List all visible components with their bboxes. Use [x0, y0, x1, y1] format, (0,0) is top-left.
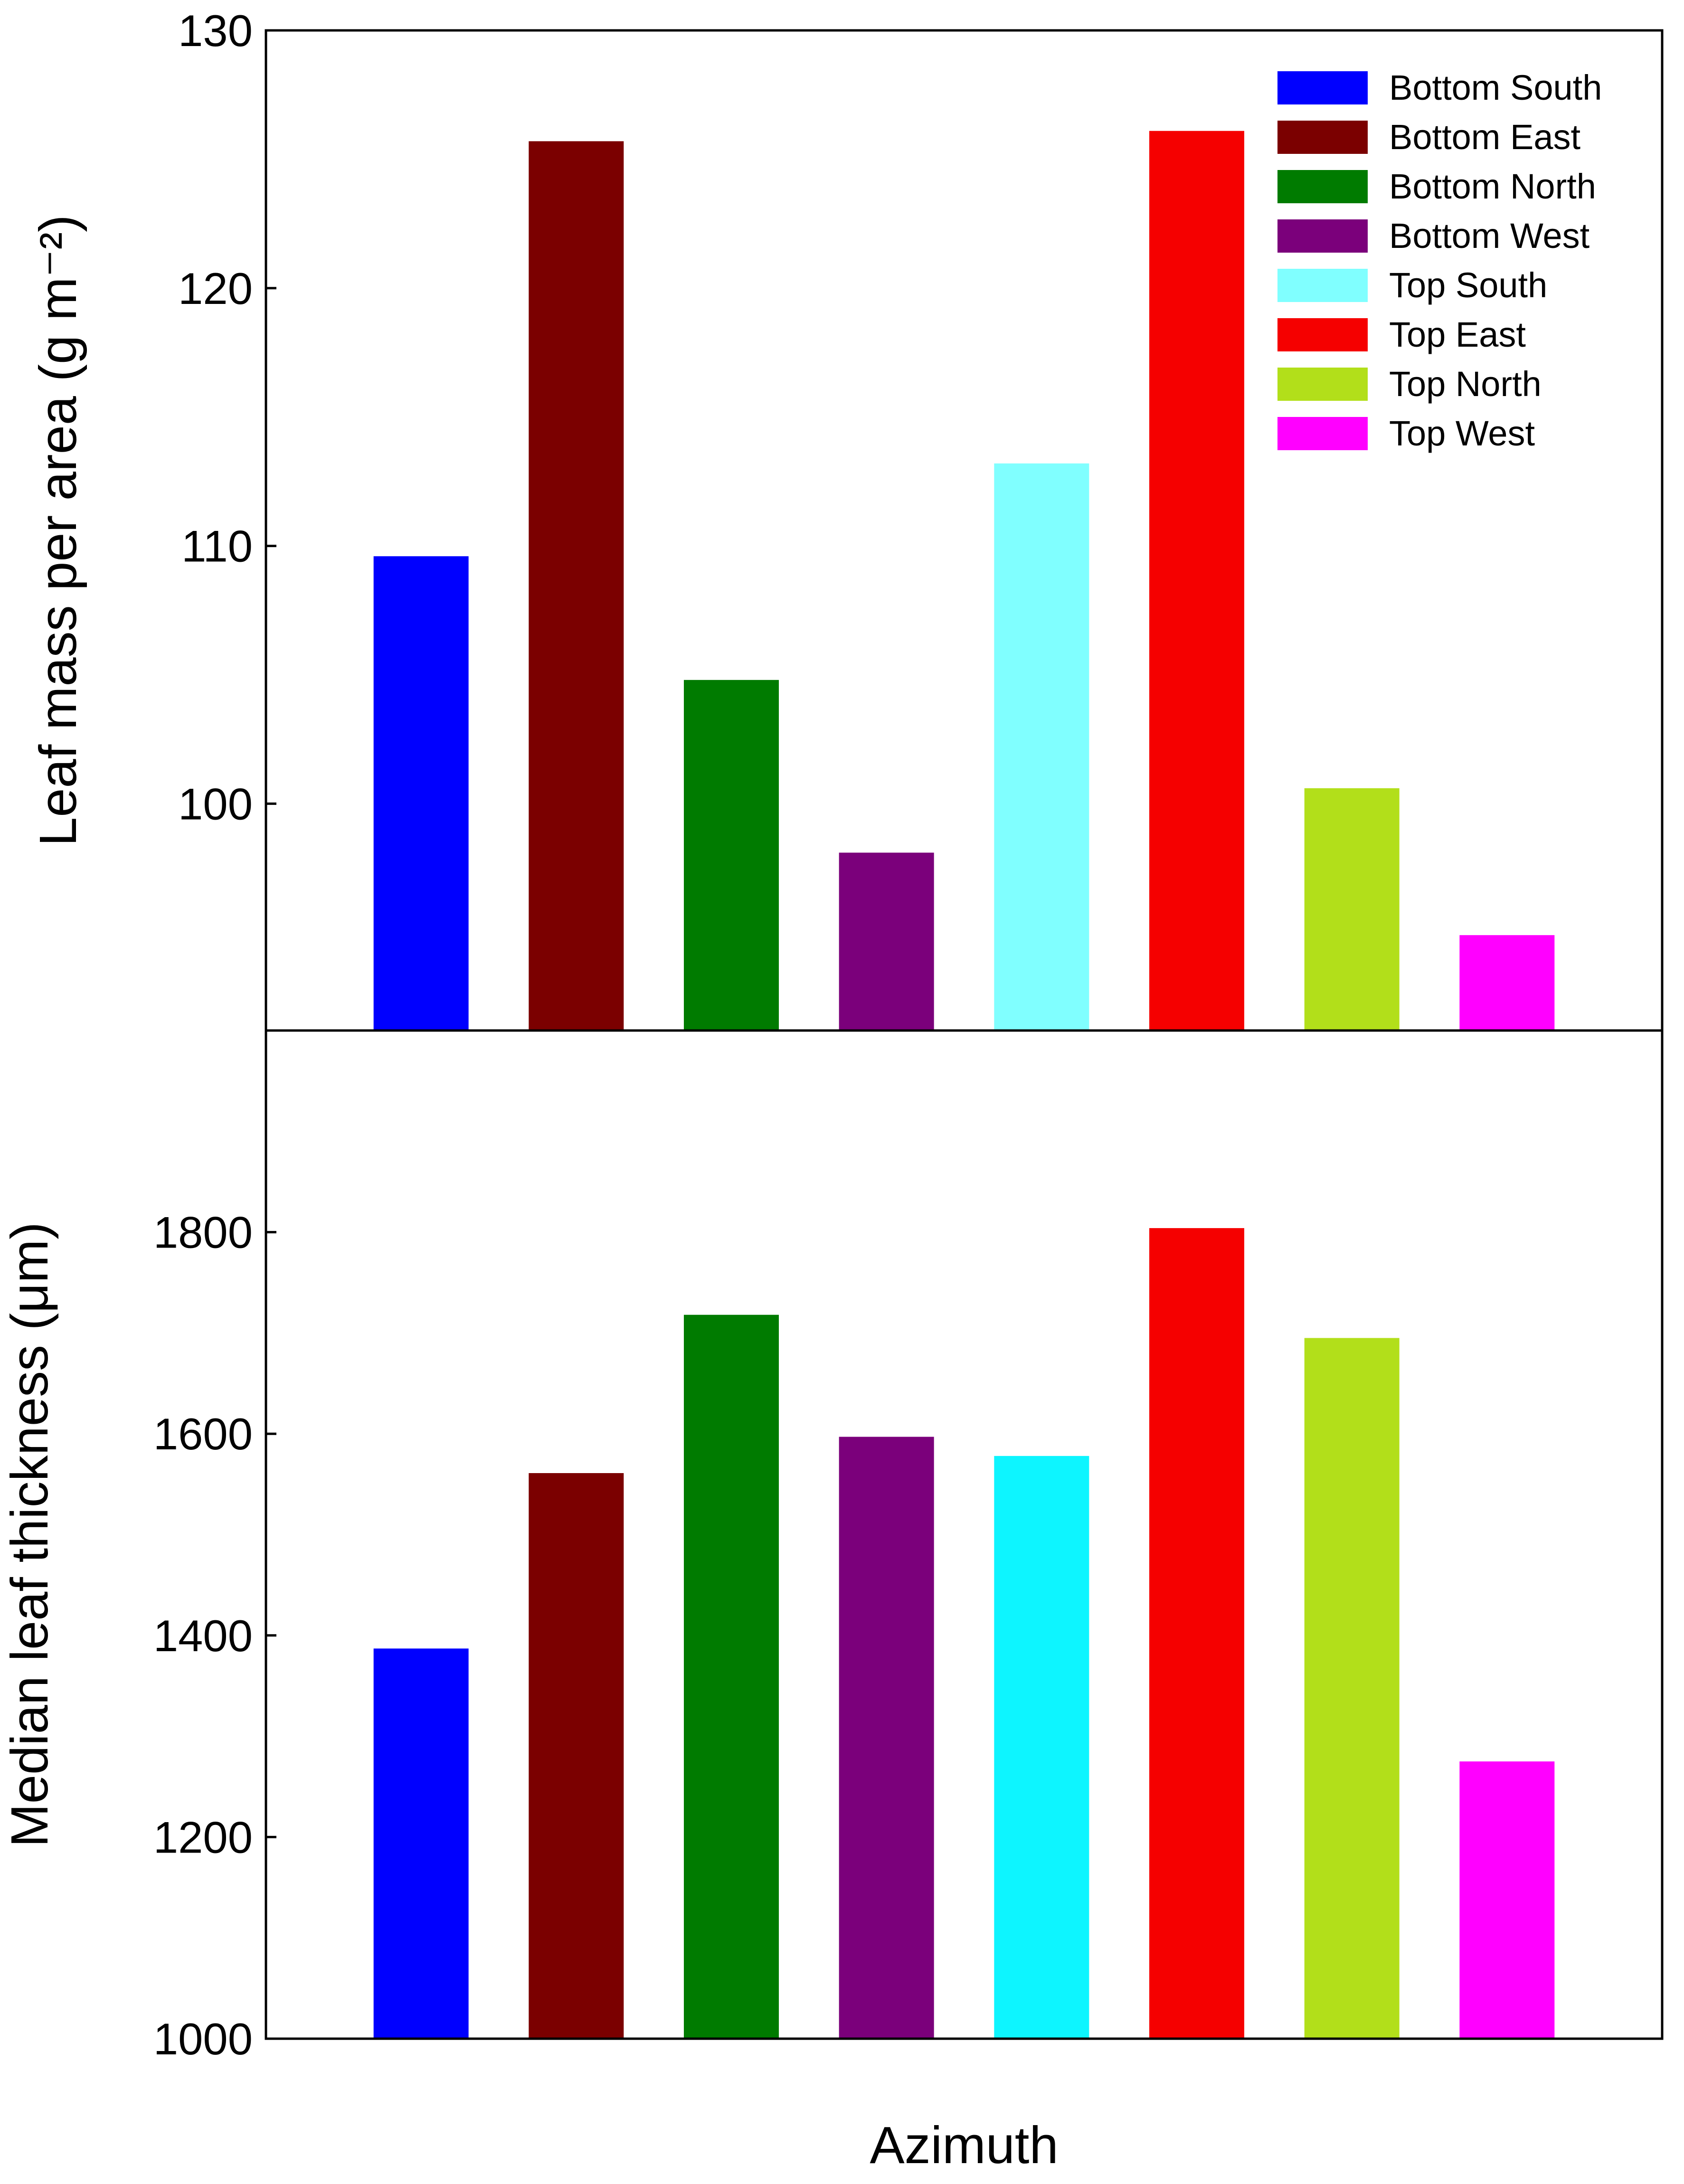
bar-bottom-south	[373, 556, 469, 1031]
bottom-panel-frame	[265, 1029, 1664, 2040]
legend-swatch	[1277, 417, 1368, 450]
y-tick-label: 1200	[153, 1812, 253, 1862]
legend-swatch	[1277, 368, 1368, 401]
bar-bottom-east	[529, 141, 624, 1031]
legend-item-top-west: Top West	[1277, 414, 1535, 453]
legend: Bottom South Bottom East Bottom North Botto…	[1277, 68, 1602, 453]
bar-top-north	[1304, 1338, 1400, 2039]
legend-item-bottom-west: Bottom West	[1277, 216, 1590, 255]
legend-swatch	[1277, 269, 1368, 302]
y-tick-label: 130	[178, 6, 253, 56]
thickness-bars	[373, 1228, 1555, 2039]
legend-label: Bottom North	[1389, 167, 1596, 206]
x-axis-label: Azimuth	[870, 2116, 1058, 2175]
legend-swatch	[1277, 121, 1368, 154]
legend-item-top-south: Top South	[1277, 265, 1547, 305]
bottom-panel-thickness: 1000 1200 1400 1600 1800 Median leaf thickne…	[0, 1208, 1555, 2064]
lma-y-axis-label: Leaf mass per area (g m⁻²)	[29, 215, 87, 846]
bar-top-south	[994, 1456, 1089, 2039]
legend-label: Bottom South	[1389, 68, 1602, 107]
legend-label: Bottom East	[1389, 117, 1581, 157]
thickness-y-axis-label: Median leaf thickness (μm)	[0, 1222, 59, 1847]
legend-label: Bottom West	[1389, 216, 1590, 255]
y-tick-label: 110	[181, 521, 253, 571]
legend-label: Top South	[1389, 265, 1547, 305]
y-tick-label: 1000	[153, 2014, 253, 2064]
legend-item-top-north: Top North	[1277, 364, 1542, 404]
bar-top-east	[1149, 1228, 1244, 2039]
thickness-y-ticks: 1000 1200 1400 1600 1800	[153, 1208, 276, 2064]
bar-bottom-south	[373, 1648, 469, 2039]
legend-label: Top North	[1389, 364, 1542, 404]
legend-label: Top East	[1389, 315, 1526, 354]
lma-y-ticks: 100 110 120 130	[178, 6, 276, 829]
legend-swatch	[1277, 219, 1368, 253]
y-tick-label: 100	[178, 779, 253, 829]
bar-bottom-north	[684, 680, 779, 1031]
y-tick-label: 1400	[153, 1611, 253, 1661]
legend-item-bottom-east: Bottom East	[1277, 117, 1581, 157]
top-panel-lma: 100 110 120 130 Leaf mass per area (g m⁻²)	[29, 6, 1555, 1031]
bar-top-east	[1149, 131, 1244, 1031]
bar-bottom-west	[839, 1437, 934, 2039]
bar-bottom-east	[529, 1473, 624, 2039]
legend-swatch	[1277, 318, 1368, 351]
legend-label: Top West	[1389, 414, 1535, 453]
bar-top-west	[1459, 1761, 1555, 2039]
legend-item-bottom-north: Bottom North	[1277, 167, 1596, 206]
y-tick-label: 120	[178, 264, 253, 313]
bar-top-south	[994, 463, 1089, 1031]
bar-bottom-west	[839, 852, 934, 1031]
legend-swatch	[1277, 170, 1368, 203]
bar-bottom-north	[684, 1314, 779, 2039]
legend-swatch	[1277, 71, 1368, 104]
y-tick-label: 1800	[153, 1208, 253, 1257]
legend-item-top-east: Top East	[1277, 315, 1526, 354]
bar-top-north	[1304, 788, 1400, 1031]
bar-top-west	[1459, 935, 1555, 1031]
y-tick-label: 1600	[153, 1409, 253, 1459]
legend-item-bottom-south: Bottom South	[1277, 68, 1602, 107]
lma-bars	[373, 131, 1555, 1031]
